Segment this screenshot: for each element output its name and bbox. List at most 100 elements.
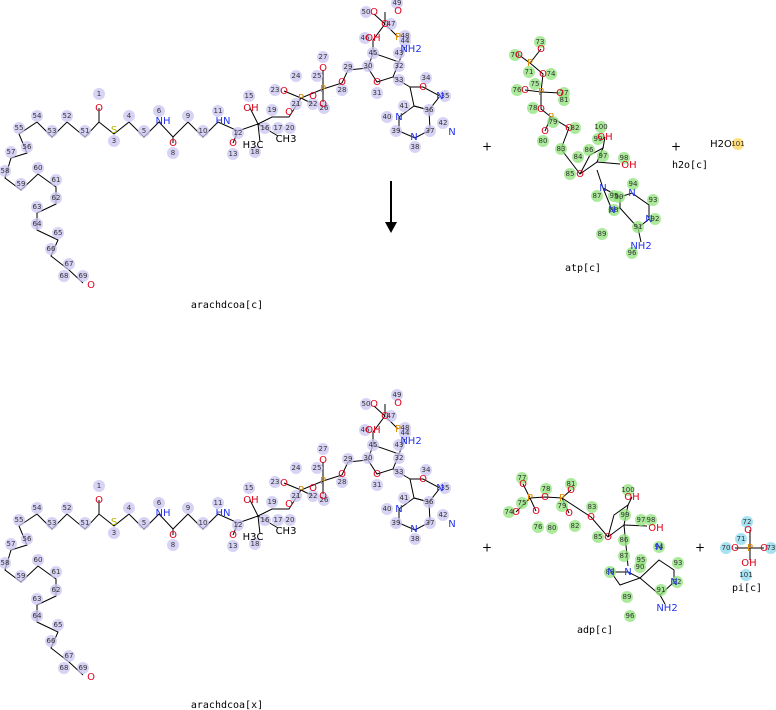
atom-number: 21 bbox=[292, 492, 301, 500]
atom-highlight bbox=[46, 125, 58, 137]
atom-highlight bbox=[398, 100, 410, 112]
atom-number: 26 bbox=[320, 496, 329, 504]
atom-symbol: O bbox=[169, 138, 177, 149]
atom-highlight bbox=[399, 30, 411, 42]
atom-number: 42 bbox=[439, 119, 448, 127]
atom-number: 89 bbox=[598, 230, 607, 238]
atom-number: 22 bbox=[309, 100, 318, 108]
atom-highlight bbox=[546, 522, 558, 534]
atom-highlight bbox=[583, 144, 595, 156]
bond bbox=[529, 497, 537, 512]
atom-number: 63 bbox=[33, 595, 42, 603]
atom-highlight bbox=[671, 576, 683, 588]
atom-number: 56 bbox=[23, 143, 32, 151]
atom-highlight bbox=[555, 143, 567, 155]
atom-symbol: O bbox=[565, 123, 573, 134]
atom-symbol: N bbox=[607, 567, 614, 578]
atom-highlight bbox=[362, 452, 374, 464]
bond bbox=[627, 496, 633, 506]
atom-number: 16 bbox=[261, 516, 270, 524]
atom-number: 64 bbox=[33, 220, 42, 228]
atom-symbol: P bbox=[538, 87, 544, 98]
atom-symbol: O bbox=[319, 491, 327, 502]
atom-number: 19 bbox=[268, 106, 277, 114]
atom-highlight bbox=[108, 135, 120, 147]
atom-highlight bbox=[15, 178, 27, 190]
atom-number: 10 bbox=[199, 519, 208, 527]
atom-highlight bbox=[537, 135, 549, 147]
atom-number: 69 bbox=[79, 272, 88, 280]
atom-number: 79 bbox=[558, 502, 567, 510]
atom-highlight bbox=[565, 478, 577, 490]
atom-highlight bbox=[197, 125, 209, 137]
atom-symbol: O bbox=[169, 530, 177, 541]
atom-highlight bbox=[649, 213, 661, 225]
atom-highlight bbox=[317, 51, 329, 63]
arrow-head bbox=[385, 222, 397, 233]
atom-number: 9 bbox=[186, 112, 190, 120]
atom-highlight bbox=[367, 439, 379, 451]
atom-symbol: OH bbox=[365, 425, 380, 436]
atom-number: 92 bbox=[673, 578, 682, 586]
atom-symbol: O bbox=[370, 7, 378, 18]
atom-highlight bbox=[627, 178, 639, 190]
atom-symbol: O bbox=[587, 512, 595, 523]
atom-number: 95 bbox=[637, 556, 646, 564]
atom-highlight bbox=[516, 472, 528, 484]
atom-highlight bbox=[243, 482, 255, 494]
atom-number: 19 bbox=[268, 498, 277, 506]
atom-number: 72 bbox=[743, 518, 752, 526]
atom-number: 74 bbox=[505, 508, 514, 516]
atom-number: 40 bbox=[383, 113, 392, 121]
atom-highlight bbox=[52, 227, 64, 239]
atom-number: 83 bbox=[588, 503, 597, 511]
atom-highlight bbox=[391, 389, 403, 401]
atom-number: 83 bbox=[557, 145, 566, 153]
bond bbox=[283, 90, 302, 99]
plus-sign: + bbox=[482, 140, 492, 154]
atom-number: 5 bbox=[142, 519, 146, 527]
molecule-name: pi[c] bbox=[732, 583, 762, 594]
atom-number: 73 bbox=[767, 544, 776, 552]
atom-symbol: P bbox=[747, 543, 753, 554]
atom-highlight bbox=[58, 662, 70, 674]
atom-highlight bbox=[624, 610, 636, 622]
atom-symbol: OH bbox=[243, 495, 258, 506]
atom-highlight bbox=[618, 152, 630, 164]
reaction-arrow bbox=[385, 181, 397, 233]
atom-highlight bbox=[269, 84, 281, 96]
atom-number: 37 bbox=[426, 519, 435, 527]
atom-symbol: OH bbox=[624, 492, 639, 503]
atom-symbol: O bbox=[373, 469, 381, 480]
atom-number: 28 bbox=[338, 478, 347, 486]
atom-highlight bbox=[50, 584, 62, 596]
atom-highlight bbox=[596, 228, 608, 240]
atom-symbol: N bbox=[410, 132, 417, 143]
atom-number: 97 bbox=[599, 152, 608, 160]
atom-number: 65 bbox=[54, 229, 63, 237]
atom-symbol: O bbox=[731, 543, 739, 554]
atom-number: 47 bbox=[387, 412, 396, 420]
atom-highlight bbox=[5, 538, 17, 550]
atom-highlight bbox=[50, 174, 62, 186]
atom-number: 60 bbox=[34, 164, 43, 172]
atom-symbol: HN bbox=[216, 508, 231, 519]
atom-highlight bbox=[50, 566, 62, 578]
atom-highlight bbox=[77, 662, 89, 674]
atom-highlight bbox=[393, 74, 405, 86]
atom-highlight bbox=[385, 18, 397, 30]
atom-number: 85 bbox=[566, 170, 575, 178]
atom-symbol: NH2 bbox=[630, 241, 651, 252]
atom-highlight bbox=[359, 32, 371, 44]
atom-highlight bbox=[741, 516, 753, 528]
atom-highlight bbox=[359, 424, 371, 436]
atom-highlight bbox=[635, 554, 647, 566]
atom-highlight bbox=[182, 110, 194, 122]
atom-highlight bbox=[592, 133, 604, 145]
atom-number: 94 bbox=[655, 543, 664, 551]
atom-number: 23 bbox=[271, 478, 280, 486]
atom-symbol: P bbox=[527, 58, 533, 69]
atom-highlight bbox=[619, 509, 631, 521]
atom-highlight bbox=[608, 190, 620, 202]
atom-number: 40 bbox=[383, 505, 392, 513]
